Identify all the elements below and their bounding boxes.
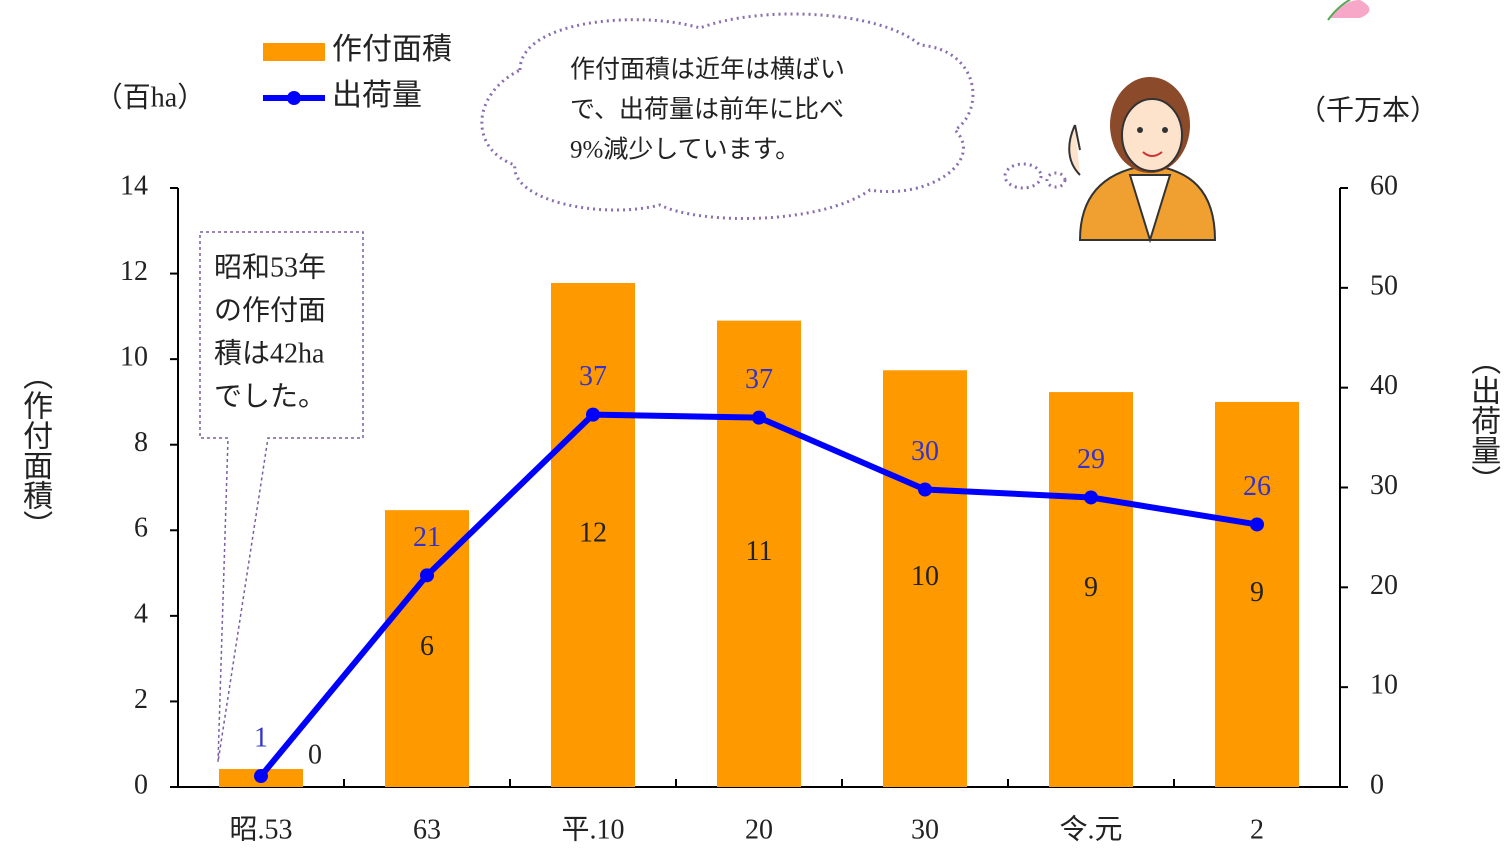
- y2-tick-label: 50: [1370, 270, 1398, 301]
- bar-value-label: 6: [420, 631, 434, 662]
- bar: [883, 370, 967, 787]
- y-axis-title: （作付面積）: [18, 360, 53, 540]
- x-tick-label: 20: [745, 814, 773, 845]
- line-value-label: 30: [911, 436, 939, 467]
- bar-value-label: 12: [579, 517, 607, 548]
- y-tick-label: 0: [134, 769, 148, 800]
- y-unit: （百ha）: [95, 81, 205, 113]
- y2-tick-label: 0: [1370, 769, 1384, 800]
- y-tick-label: 10: [120, 342, 148, 373]
- annotation-text: 昭和53年: [214, 251, 326, 283]
- bar: [717, 320, 801, 787]
- legend-swatch: [263, 43, 325, 61]
- bar-value-label: 11: [746, 536, 773, 567]
- legend-marker: [287, 91, 301, 105]
- callout: [199, 231, 364, 763]
- y2-tick-label: 60: [1370, 170, 1398, 201]
- line-value-label: 21: [413, 522, 441, 553]
- line-marker: [1084, 490, 1098, 505]
- bar: [385, 510, 469, 787]
- x-tick-label: 63: [413, 814, 441, 845]
- annotation-text: でした。: [214, 381, 326, 412]
- annotation-text: の作付面: [214, 294, 326, 326]
- bar-value-label: 9: [1250, 577, 1264, 608]
- y2-axis-title: （出荷量）: [1466, 345, 1501, 495]
- y-tick-label: 8: [134, 427, 148, 458]
- line-value-label: 29: [1077, 444, 1105, 475]
- legend-label: 作付面積: [332, 33, 452, 66]
- bar-value-label: 9: [1084, 572, 1098, 603]
- bar: [1215, 401, 1299, 787]
- x-tick-label: 30: [911, 814, 939, 845]
- x-tick-label: 平.10: [561, 814, 624, 845]
- y-tick-label: 14: [120, 170, 148, 201]
- bar-value-label: 0: [308, 739, 322, 770]
- y2-tick-label: 30: [1370, 470, 1398, 501]
- y-tick-label: 2: [134, 684, 148, 715]
- flower-stem: [1327, 0, 1351, 21]
- flower-decoration: [1330, 0, 1370, 18]
- line-marker: [752, 410, 766, 425]
- x-tick-label: 2: [1250, 814, 1264, 845]
- line-marker: [586, 407, 600, 422]
- y2-tick-label: 20: [1370, 570, 1398, 601]
- bar: [1049, 392, 1133, 787]
- person-illustration: [1068, 77, 1217, 244]
- line-value-label: 37: [579, 361, 607, 392]
- x-tick-label: 昭.53: [229, 814, 292, 845]
- line-marker: [918, 482, 932, 497]
- bar: [551, 282, 635, 787]
- line-value-label: 26: [1243, 471, 1271, 502]
- y-tick-label: 4: [134, 598, 148, 629]
- line-marker: [254, 769, 268, 784]
- annotation-text: 積は42ha: [214, 337, 325, 369]
- x-tick-label: 令.元: [1059, 813, 1122, 845]
- bar-value-label: 10: [911, 561, 939, 592]
- speech-text: 作付面積は近年は横ばい: [570, 56, 845, 84]
- y2-unit: （千万本）: [1298, 94, 1438, 126]
- legend-label: 出荷量: [332, 79, 422, 112]
- line-value-label: 1: [254, 722, 268, 753]
- line-marker: [420, 568, 434, 583]
- y-tick-label: 6: [134, 513, 148, 544]
- y2-tick-label: 40: [1370, 370, 1398, 401]
- line-value-label: 37: [745, 364, 773, 395]
- speech-text: で、出荷量は前年に比べ: [570, 96, 844, 124]
- speech-bubble: [480, 12, 1067, 221]
- speech-text: 9%減少しています。: [570, 136, 800, 164]
- y2-tick-label: 10: [1370, 670, 1398, 701]
- line-marker: [1250, 517, 1264, 532]
- y-tick-label: 12: [120, 256, 148, 287]
